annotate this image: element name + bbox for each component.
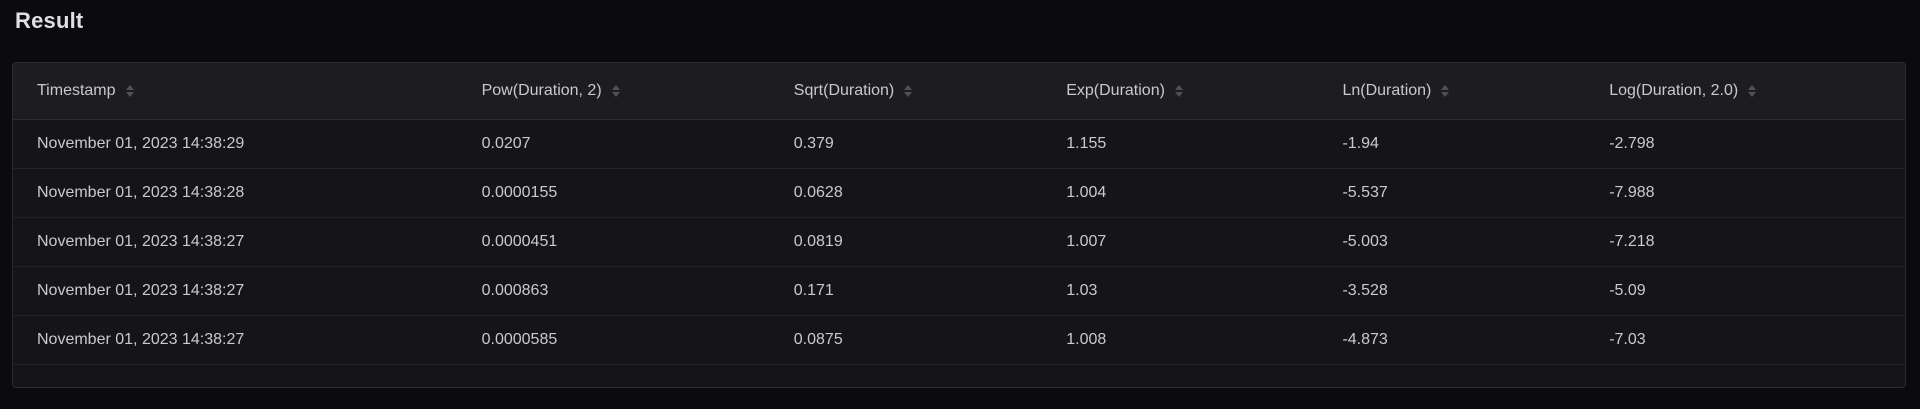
table-cell: 0.0000585	[457, 315, 770, 365]
table-cell: November 01, 2023 14:38:27	[13, 266, 458, 316]
caret-down-icon	[1174, 91, 1183, 97]
table-row: November 01, 2023 14:38:29 0.0207 0.379 1.1…	[13, 119, 1905, 169]
table-cell: November 01, 2023 14:38:27	[13, 315, 458, 365]
result-table-container: Timestamp Pow(Duration, 2) Sqrt(Duration) E…	[12, 62, 1906, 388]
table-cell: -7.03	[1585, 315, 1905, 365]
caret-up-icon	[1441, 84, 1450, 90]
table-cell: 0.0000155	[457, 168, 770, 218]
caret-up-icon	[1748, 84, 1757, 90]
column-header-log-duration-2-0[interactable]: Log(Duration, 2.0)	[1585, 63, 1905, 120]
table-cell: -2.798	[1585, 119, 1905, 169]
table-row: November 01, 2023 14:38:27 0.0000451 0.081…	[13, 217, 1905, 267]
sort-icon[interactable]	[904, 84, 913, 97]
table-cell: November 01, 2023 14:38:28	[13, 168, 458, 218]
table-cell: 0.379	[769, 119, 1043, 169]
column-header-label: Timestamp	[37, 81, 116, 99]
table-cell: 1.155	[1042, 119, 1319, 169]
column-header-label: Ln(Duration)	[1342, 81, 1432, 99]
table-cell: November 01, 2023 14:38:27	[13, 217, 458, 267]
table-cell: 0.0819	[769, 217, 1043, 267]
caret-down-icon	[125, 91, 134, 97]
table-cell: 1.03	[1042, 266, 1319, 316]
table-cell: 0.171	[769, 266, 1043, 316]
table-cell: 0.0000451	[457, 217, 770, 267]
caret-down-icon	[1748, 91, 1757, 97]
table-cell: 0.000863	[457, 266, 770, 316]
column-header-ln-duration[interactable]: Ln(Duration)	[1318, 63, 1586, 120]
caret-up-icon	[904, 84, 913, 90]
caret-down-icon	[611, 91, 620, 97]
column-header-label: Exp(Duration)	[1066, 81, 1165, 99]
table-cell: -7.218	[1585, 217, 1905, 267]
caret-down-icon	[1441, 91, 1450, 97]
table-cell: -5.537	[1318, 168, 1586, 218]
table-cell: -5.09	[1585, 266, 1905, 316]
table-row: November 01, 2023 14:38:27 0.0000585 0.087…	[13, 315, 1905, 365]
column-header-timestamp[interactable]: Timestamp	[13, 63, 458, 120]
caret-up-icon	[611, 84, 620, 90]
column-header-exp-duration[interactable]: Exp(Duration)	[1042, 63, 1319, 120]
table-row: November 01, 2023 14:38:27 0.000863 0.171 1…	[13, 266, 1905, 316]
sort-icon[interactable]	[1748, 84, 1757, 97]
caret-up-icon	[125, 84, 134, 90]
table-cell: -3.528	[1318, 266, 1586, 316]
table-row: November 01, 2023 14:38:28 0.0000155 0.062…	[13, 168, 1905, 218]
column-header-label: Pow(Duration, 2)	[481, 81, 602, 99]
table-cell: 0.0628	[769, 168, 1043, 218]
result-table: Timestamp Pow(Duration, 2) Sqrt(Duration) E…	[13, 63, 1905, 365]
table-cell: 0.0207	[457, 119, 770, 169]
table-cell: -7.988	[1585, 168, 1905, 218]
table-header-row: Timestamp Pow(Duration, 2) Sqrt(Duration) E…	[13, 63, 1905, 120]
table-cell: November 01, 2023 14:38:29	[13, 119, 458, 169]
table-cell: 1.008	[1042, 315, 1319, 365]
column-header-pow-duration-2[interactable]: Pow(Duration, 2)	[457, 63, 770, 120]
table-cell: 1.007	[1042, 217, 1319, 267]
sort-icon[interactable]	[125, 84, 134, 97]
table-cell: -4.873	[1318, 315, 1586, 365]
caret-down-icon	[904, 91, 913, 97]
column-header-label: Sqrt(Duration)	[793, 81, 895, 99]
page-title: Result	[15, 8, 84, 33]
column-header-label: Log(Duration, 2.0)	[1609, 81, 1739, 99]
sort-icon[interactable]	[1441, 84, 1450, 97]
table-cell: -5.003	[1318, 217, 1586, 267]
table-cell: -1.94	[1318, 119, 1586, 169]
table-cell: 0.0875	[769, 315, 1043, 365]
table-body: November 01, 2023 14:38:29 0.0207 0.379 1.1…	[13, 119, 1905, 365]
sort-icon[interactable]	[1174, 84, 1183, 97]
sort-icon[interactable]	[611, 84, 620, 97]
caret-up-icon	[1174, 84, 1183, 90]
column-header-sqrt-duration[interactable]: Sqrt(Duration)	[769, 63, 1043, 120]
table-cell: 1.004	[1042, 168, 1319, 218]
